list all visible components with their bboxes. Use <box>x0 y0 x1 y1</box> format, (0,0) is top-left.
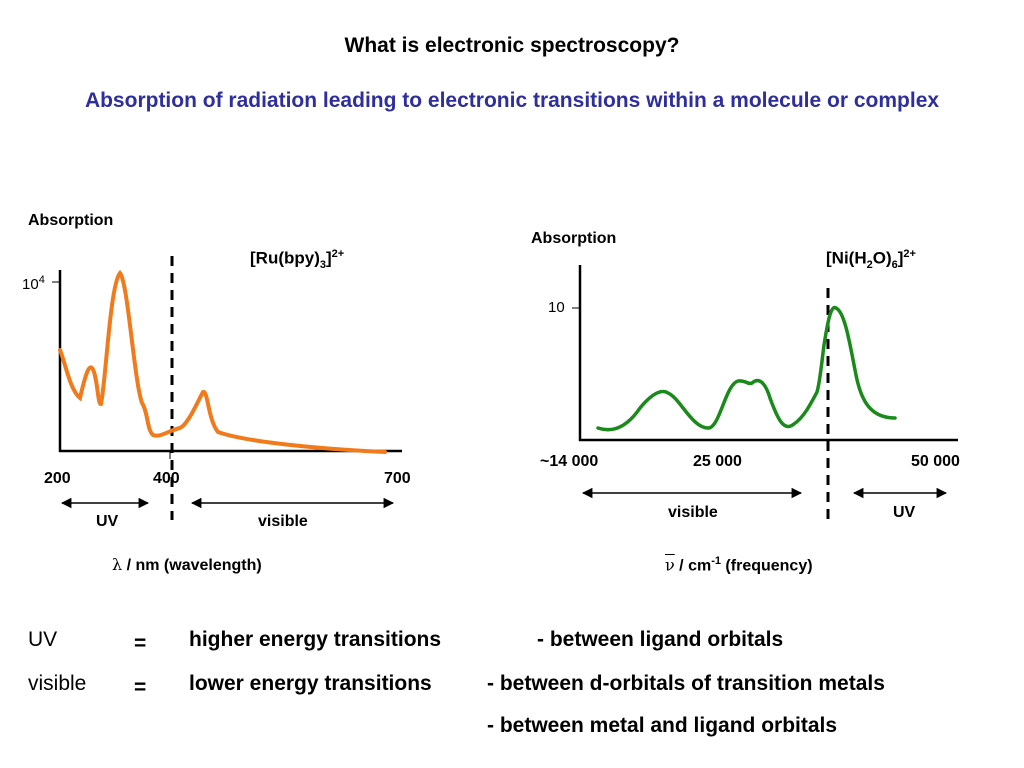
ni-y-axis-label: Absorption <box>531 230 617 247</box>
summary-detail-metal-ligand: - between metal and ligand orbitals <box>487 714 838 737</box>
ru-x-tick-label-200: 200 <box>44 470 71 487</box>
summary-term-visible: visible <box>28 672 87 695</box>
ru-y-axis-label: Absorption <box>28 212 114 229</box>
ru-visible-label: visible <box>258 513 308 530</box>
ru-y-tick-label: 104 <box>22 274 45 293</box>
ru-x-tick-label-700: 700 <box>384 470 411 487</box>
ni-x-axis-title: ν / cm-1 (frequency) <box>665 555 813 575</box>
ni-visible-label: visible <box>668 504 718 521</box>
ni-x-tick-label-50000: 50 000 <box>911 453 960 470</box>
ru-complex-label: [Ru(bpy)3]2+ <box>250 248 345 272</box>
summary-eq-visible: = <box>134 676 147 699</box>
summary-term-uv: UV <box>28 628 58 651</box>
summary-detail-uv: - between ligand orbitals <box>537 628 784 651</box>
ni-x-tick-label-14000: ~14 000 <box>540 453 599 470</box>
summary-detail-visible: - between d-orbitals of transition metal… <box>487 672 885 695</box>
summary-desc-visible: lower energy transitions <box>189 672 432 695</box>
ni-complex-label: [Ni(H2O)6]2+ <box>826 248 916 272</box>
page-subtitle: Absorption of radiation leading to elect… <box>84 89 940 112</box>
ru-bpy-absorption-curve <box>58 269 387 454</box>
ni-y-tick-label: 10 <box>548 299 565 316</box>
ru-x-axis-title: λ / nm (wavelength) <box>112 555 262 574</box>
ru-x-tick-label-400: 400 <box>153 470 180 487</box>
ni-x-tick-label-25000: 25 000 <box>693 453 742 470</box>
ni-h2o-absorption-curve <box>596 305 897 432</box>
ru-uv-label: UV <box>96 513 119 530</box>
ni-uv-label: UV <box>893 504 916 521</box>
summary-eq-uv: = <box>134 632 147 655</box>
page-title: What is electronic spectroscopy? <box>344 34 680 57</box>
summary-desc-uv: higher energy transitions <box>189 628 442 651</box>
